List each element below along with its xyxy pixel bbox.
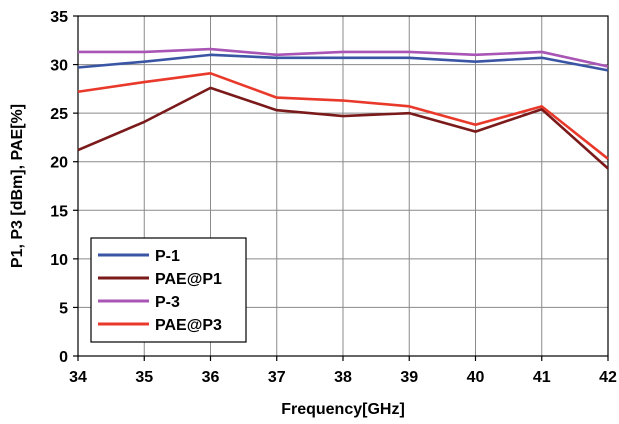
y-tick-label: 35 <box>50 9 68 26</box>
x-tick-label: 42 <box>599 369 617 386</box>
y-tick-label: 30 <box>50 58 68 75</box>
y-tick-label: 15 <box>50 203 68 220</box>
legend-label: P-3 <box>155 294 180 311</box>
legend-label: PAE@P3 <box>155 317 222 334</box>
y-tick-label: 10 <box>50 252 68 269</box>
x-tick-label: 34 <box>69 369 87 386</box>
y-tick-label: 0 <box>59 349 68 366</box>
x-tick-label: 37 <box>268 369 286 386</box>
x-tick-label: 41 <box>533 369 551 386</box>
y-axis-title: P1, P3 [dBm], PAE[%] <box>9 104 26 268</box>
legend: P-1 PAE@P1 P-3 PAE@P3 <box>90 237 247 343</box>
x-tick-label: 38 <box>334 369 352 386</box>
x-tick-labels: 34 35 36 37 38 39 40 41 42 <box>69 369 617 386</box>
x-tick-label: 39 <box>400 369 418 386</box>
series-line-p-3 <box>78 47 609 68</box>
x-tick-label: 35 <box>135 369 153 386</box>
series-line-pae-p3 <box>77 72 609 160</box>
series-layer <box>77 47 609 170</box>
y-tick-label: 25 <box>50 106 68 123</box>
x-tick-label: 36 <box>202 369 220 386</box>
y-tick-label: 20 <box>50 155 68 172</box>
x-axis-title: Frequency[GHz] <box>281 401 405 418</box>
axes <box>73 15 609 361</box>
legend-label: PAE@P1 <box>155 271 222 288</box>
legend-label: P-1 <box>155 248 180 265</box>
series-line-p-1 <box>77 53 609 72</box>
y-tick-label: 5 <box>59 300 68 317</box>
series-line-pae-p1 <box>77 86 609 170</box>
x-tick-label: 40 <box>467 369 485 386</box>
y-tick-labels: 0 5 10 15 20 25 30 35 <box>50 9 68 366</box>
